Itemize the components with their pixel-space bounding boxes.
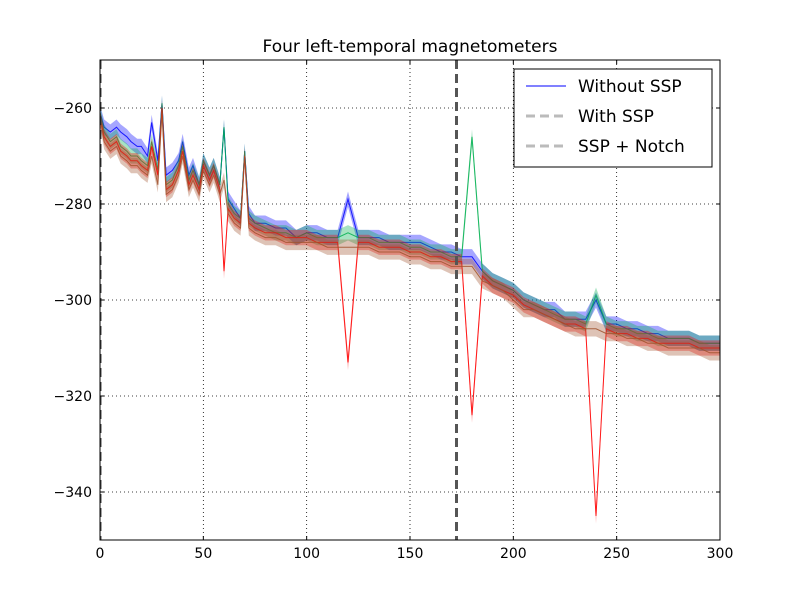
legend-label: Without SSP [578, 77, 682, 97]
x-tick-label: 100 [293, 546, 320, 562]
legend-label: With SSP [578, 107, 654, 127]
x-tick-label: 200 [500, 546, 527, 562]
data-series-4-line [100, 112, 720, 354]
legend-label: SSP + Notch [578, 137, 685, 157]
x-tick-label: 0 [96, 546, 105, 562]
y-tick-label: −280 [54, 197, 92, 213]
y-tick-label: −300 [54, 293, 92, 309]
y-tick-label: −320 [54, 389, 92, 405]
legend: Without SSP With SSP SSP + Notch [513, 68, 713, 168]
chart-title: Four left-temporal magnetometers [263, 37, 558, 57]
plot-area [100, 60, 720, 540]
y-tick-label: −260 [54, 101, 92, 117]
x-tick-label: 150 [397, 546, 424, 562]
legend-box [513, 68, 713, 168]
x-tick-label: 300 [707, 546, 734, 562]
x-tick-label: 250 [603, 546, 630, 562]
x-tick-label: 50 [194, 546, 212, 562]
y-tick-label: −340 [54, 485, 92, 501]
axis-ticks: 0 50 100 150 200 250 300 −260 −280 −300 −320 −340 [54, 60, 734, 562]
